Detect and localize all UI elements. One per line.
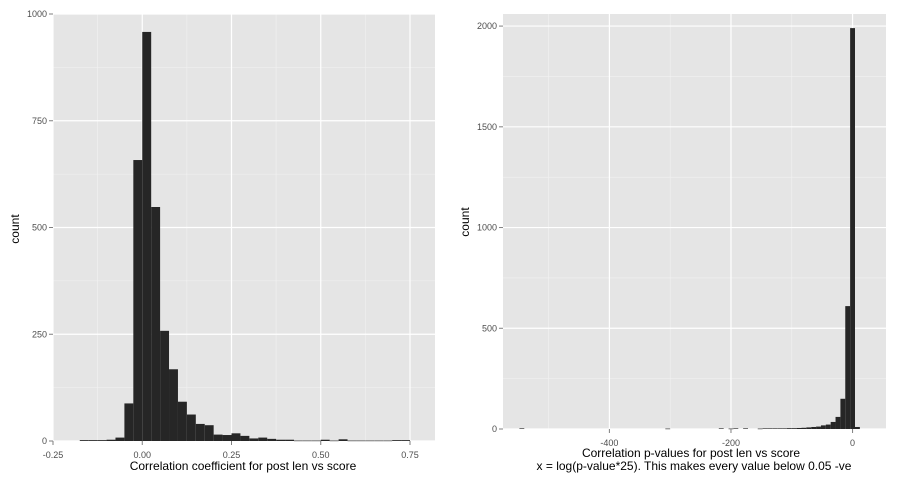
histogram-bar: [665, 428, 671, 430]
y-tick-label: 1000: [27, 9, 47, 19]
histogram-bar: [151, 207, 161, 441]
histogram-bar: [258, 437, 268, 441]
histogram-bar: [365, 440, 375, 442]
histogram-bar: [79, 440, 89, 441]
x-tick-label: 0.00: [133, 450, 151, 460]
y-tick-label: 750: [32, 116, 47, 126]
histogram-bar: [133, 160, 143, 441]
histogram-bar: [195, 423, 205, 441]
histogram-bar: [124, 403, 134, 441]
y-tick-label: 1500: [477, 122, 497, 132]
histogram-bar: [267, 438, 277, 441]
histogram-bar: [204, 425, 214, 441]
histogram-bar: [830, 421, 836, 429]
histogram-bar: [850, 28, 855, 430]
histogram-bar: [88, 440, 98, 441]
histogram-bar: [320, 439, 330, 441]
histogram-bar: [347, 440, 357, 442]
y-tick-label: 500: [32, 223, 47, 233]
histogram-bar: [240, 435, 250, 441]
histogram-bar: [772, 428, 778, 429]
histogram-bar: [840, 398, 846, 429]
histogram-bar: [276, 439, 286, 441]
histogram-bar: [791, 428, 797, 429]
histogram-bar: [213, 434, 223, 441]
histogram-bar: [293, 440, 303, 442]
y-tick-label: 1000: [477, 223, 497, 233]
histogram-bar: [142, 31, 152, 442]
y-tick-label: 2000: [477, 21, 497, 31]
histogram-bar: [97, 440, 107, 441]
histogram-bar: [743, 428, 748, 429]
histogram-bar: [728, 428, 734, 430]
histogram-bar: [222, 435, 232, 441]
x-tick-label: 0.25: [223, 450, 241, 460]
histogram-bar: [820, 425, 826, 429]
histogram-bar: [777, 428, 783, 429]
histogram-bar: [782, 428, 787, 429]
x-tick-label: 0.75: [401, 450, 419, 460]
histogram-bar: [835, 416, 841, 429]
histogram-bar: [718, 428, 724, 429]
histogram-bar: [786, 428, 792, 429]
histogram-bar: [302, 440, 312, 442]
histogram-bar: [757, 428, 763, 430]
y-tick-label: 0: [42, 436, 47, 446]
x-tick-label: 0: [850, 438, 855, 448]
histogram-bar: [169, 369, 178, 441]
histogram-bar: [801, 427, 807, 429]
histogram-bar: [160, 330, 170, 441]
y-tick-label: 250: [32, 329, 47, 339]
histogram-bar: [816, 426, 821, 429]
histogram-bar: [338, 439, 348, 441]
histogram-bar: [311, 440, 321, 442]
y-axis-title-right: count: [458, 207, 472, 237]
x-tick-label: 0.50: [312, 450, 330, 460]
histogram-bar: [811, 426, 817, 429]
histogram-bar: [249, 438, 259, 441]
y-axis-title-left: count: [8, 214, 22, 244]
plot-background: [503, 14, 886, 429]
histogram-bar: [519, 428, 525, 429]
x-axis-title-left: Correlation coefficient for post len vs …: [130, 459, 357, 473]
histogram-bar: [845, 306, 851, 429]
histogram-bar: [392, 440, 402, 441]
histogram-bar: [762, 428, 768, 429]
x-tick-label: -0.25: [43, 450, 64, 460]
histogram-bar: [383, 440, 393, 442]
histogram-bar: [115, 437, 125, 441]
x-tick-label: -200: [722, 438, 740, 448]
x-tick-label: -400: [600, 438, 618, 448]
histogram-bar: [733, 428, 739, 429]
histogram-bar: [177, 401, 187, 441]
histogram-bar: [767, 428, 773, 429]
p-value-histogram: 0 500 1000 1500 2000 -400 -200 0: [477, 14, 886, 448]
x-axis-title-right: Correlation p-values for post len vs sco…: [582, 446, 800, 460]
histogram-bar: [806, 427, 812, 429]
y-tick-label: 0: [492, 424, 497, 434]
correlation-histogram: 0 250 500 750 1000 -0.25 0.00 0.25 0.50 0.75: [27, 9, 435, 460]
histogram-bar: [106, 439, 116, 441]
y-tick-label: 500: [482, 323, 497, 333]
histogram-bar: [374, 440, 384, 442]
histogram-bar: [329, 440, 339, 442]
histogram-bar: [401, 440, 411, 441]
histogram-bar: [825, 424, 831, 429]
histogram-bar: [854, 426, 860, 429]
histogram-bar: [356, 440, 366, 442]
histogram-bar: [285, 439, 294, 441]
histogram-bar: [186, 414, 196, 441]
histogram-bar: [796, 427, 802, 429]
x-axis-subtitle-right: x = log(p-value*25). This makes every va…: [537, 459, 852, 473]
histogram-bar: [231, 433, 241, 441]
